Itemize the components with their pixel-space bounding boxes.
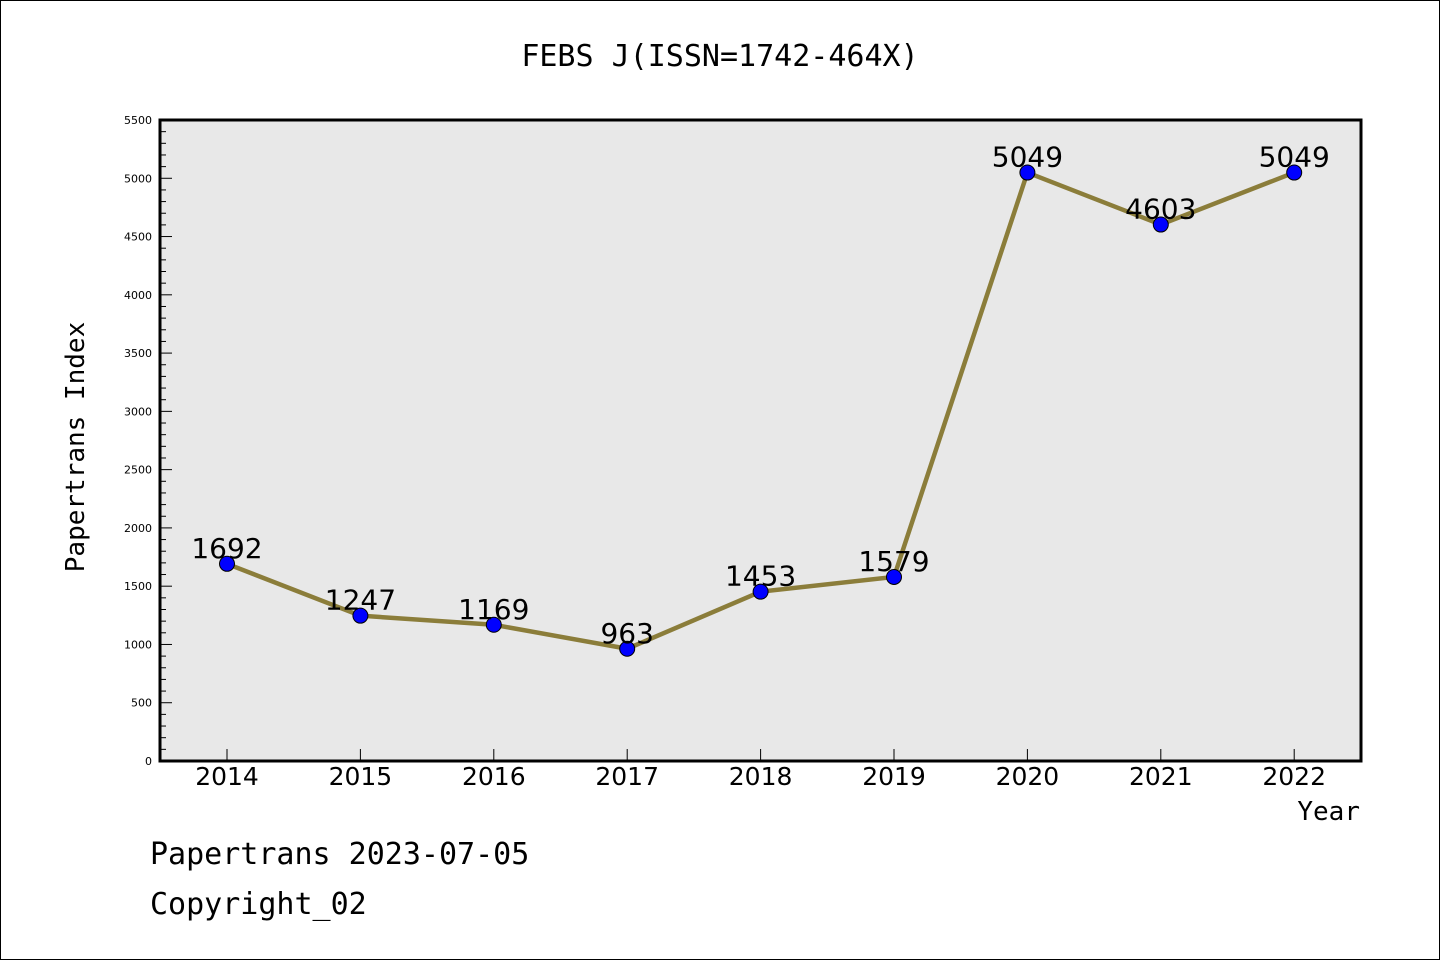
x-axis-label: Year (1297, 797, 1360, 827)
y-axis-label: Papertrans Index (61, 322, 91, 572)
y-axis-minor-ticks (160, 131, 166, 750)
x-tick-label: 2016 (462, 762, 526, 791)
data-label: 1453 (725, 560, 796, 593)
chart-title: FEBS J(ISSN=1742-464X) (521, 39, 918, 74)
data-point (352, 607, 369, 624)
data-label: 5049 (992, 141, 1063, 174)
data-point (1152, 216, 1169, 233)
x-tick-label: 2020 (996, 762, 1060, 791)
footer-date: Papertrans 2023-07-05 (150, 837, 529, 872)
data-point (619, 640, 636, 657)
data-labels: 1692 1247 1169 963 1453 1579 5049 4603 5049 (191, 141, 1329, 650)
x-tick-label: 2015 (329, 762, 393, 791)
y-tick-label: 1500 (124, 580, 152, 593)
y-tick-label: 2500 (124, 464, 152, 477)
y-tick-label: 1000 (124, 638, 152, 651)
x-tick-label: 2021 (1129, 762, 1193, 791)
data-point (485, 616, 502, 633)
data-point (1019, 164, 1036, 181)
y-axis-ticks: 0 500 1000 1500 2000 2500 3000 3500 4000 4500 5000… (124, 114, 172, 768)
data-label: 1247 (325, 584, 396, 617)
y-tick-label: 5000 (124, 172, 152, 185)
data-point (219, 555, 235, 572)
y-tick-label: 3000 (124, 405, 152, 418)
x-tick-label: 2018 (729, 762, 793, 791)
y-tick-label: 500 (131, 697, 152, 710)
y-tick-label: 2000 (124, 522, 152, 535)
data-label: 1692 (191, 532, 262, 565)
data-label: 4603 (1125, 193, 1196, 226)
y-tick-label: 5500 (124, 114, 152, 127)
data-point (886, 568, 902, 585)
x-tick-label: 2022 (1262, 762, 1326, 791)
data-label: 1169 (458, 593, 529, 626)
data-point (752, 583, 769, 600)
series-markers (219, 164, 1303, 657)
y-tick-label: 4000 (124, 289, 152, 302)
x-tick-label: 2017 (595, 762, 659, 791)
y-tick-label: 0 (145, 755, 152, 768)
data-label: 5049 (1259, 141, 1330, 174)
y-tick-label: 3500 (124, 347, 152, 360)
data-label: 1579 (858, 545, 929, 578)
x-axis-ticks: 2014 2015 2016 2017 2018 2019 2020 2021 2022 (195, 749, 1326, 791)
x-tick-label: 2014 (195, 762, 259, 791)
data-label: 963 (600, 617, 653, 650)
y-tick-label: 4500 (124, 231, 152, 244)
footer-copyright: Copyright_02 (150, 887, 367, 922)
data-point (1286, 164, 1303, 181)
x-tick-label: 2019 (862, 762, 926, 791)
